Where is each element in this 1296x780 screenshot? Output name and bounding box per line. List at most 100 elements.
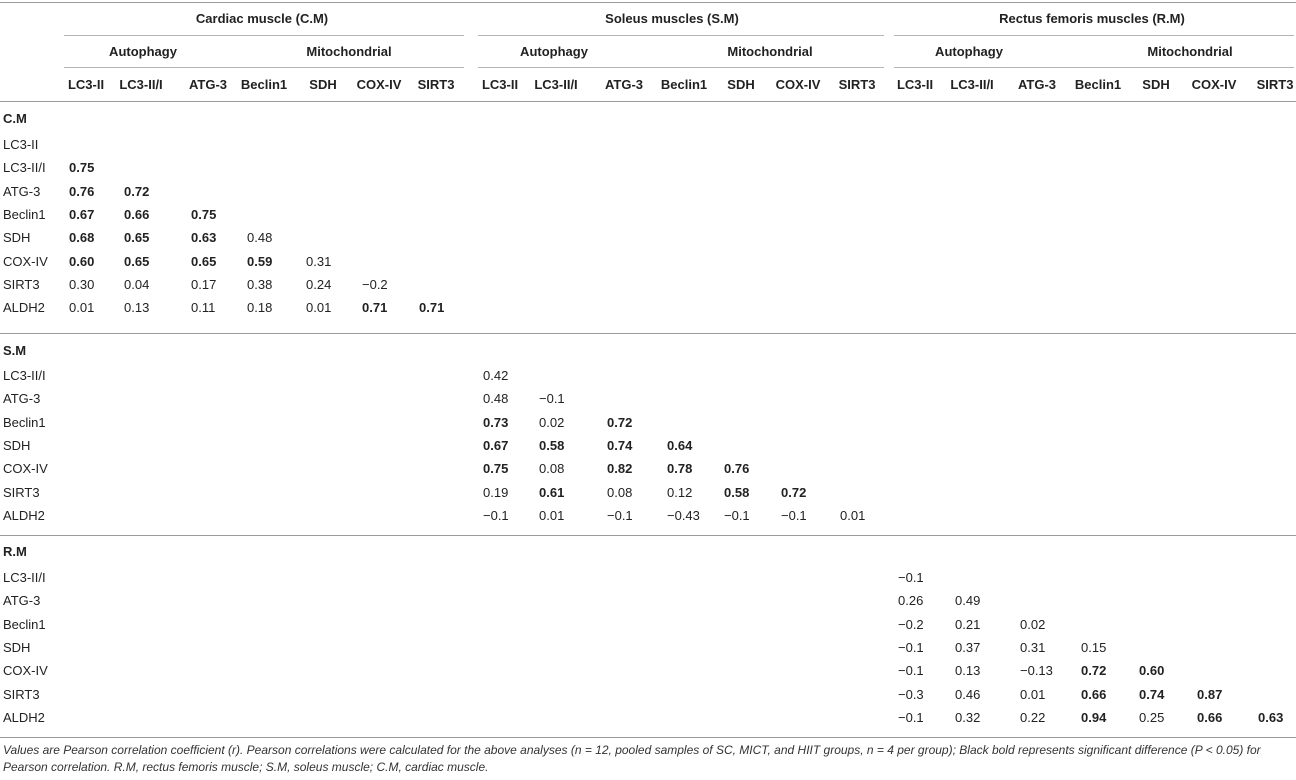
header-rule: [0, 101, 1296, 102]
correlation-value: 0.67: [483, 438, 509, 453]
correlation-value: 0.65: [124, 254, 150, 269]
row-label: ATG-3: [3, 184, 41, 199]
correlation-value: −0.13: [1020, 663, 1053, 678]
correlation-value: 0.94: [1081, 710, 1107, 725]
row-label: SIRT3: [3, 687, 40, 702]
row-label: ALDH2: [3, 710, 45, 725]
correlation-value: 0.87: [1197, 687, 1223, 702]
subgroup-mitochondrial: Mitochondrial: [727, 44, 813, 59]
correlation-value: 0.22: [1020, 710, 1046, 725]
column-header: LC3-II/I: [950, 77, 994, 92]
section-rule: [0, 333, 1296, 334]
row-label: ALDH2: [3, 508, 45, 523]
row-label: COX-IV: [3, 461, 48, 476]
group-title: Rectus femoris muscles (R.M): [999, 11, 1185, 26]
correlation-value: 0.63: [1258, 710, 1284, 725]
subgroup-underline: [478, 67, 884, 68]
column-header: LC3-II: [481, 77, 519, 92]
row-label: Beclin1: [3, 617, 46, 632]
correlation-value: −0.2: [362, 277, 388, 292]
correlation-value: 0.32: [955, 710, 981, 725]
subgroup-mitochondrial: Mitochondrial: [306, 44, 392, 59]
correlation-value: 0.02: [539, 415, 565, 430]
correlation-value: 0.66: [1197, 710, 1223, 725]
correlation-value: 0.65: [191, 254, 217, 269]
correlation-value: 0.82: [607, 461, 633, 476]
column-header: Beclin1: [1074, 77, 1122, 92]
correlation-value: 0.01: [840, 508, 866, 523]
row-label: LC3-II/I: [3, 160, 46, 175]
row-label: COX-IV: [3, 254, 48, 269]
column-header: ATG-3: [1017, 77, 1057, 92]
correlation-value: 0.58: [724, 485, 750, 500]
row-label: ATG-3: [3, 391, 41, 406]
correlation-value: 0.17: [191, 277, 217, 292]
correlation-value: 0.65: [124, 230, 150, 245]
correlation-value: −0.1: [898, 710, 924, 725]
correlation-value: 0.71: [362, 300, 388, 315]
column-header: COX-IV: [775, 77, 821, 92]
correlation-value: −0.1: [898, 640, 924, 655]
correlation-value: 0.72: [607, 415, 633, 430]
column-header: Beclin1: [240, 77, 288, 92]
correlation-value: 0.25: [1139, 710, 1165, 725]
row-label: COX-IV: [3, 663, 48, 678]
correlation-value: 0.68: [69, 230, 95, 245]
correlation-value: 0.24: [306, 277, 332, 292]
column-header: SDH: [727, 77, 755, 92]
correlation-value: 0.78: [667, 461, 693, 476]
correlation-value: 0.58: [539, 438, 565, 453]
column-header: ATG-3: [604, 77, 644, 92]
correlation-value: 0.64: [667, 438, 693, 453]
row-label: Beclin1: [3, 415, 46, 430]
column-header: COX-IV: [356, 77, 402, 92]
correlation-value: 0.31: [1020, 640, 1046, 655]
row-label: SDH: [3, 438, 31, 453]
row-label: SIRT3: [3, 277, 40, 292]
correlation-value: −0.1: [539, 391, 565, 406]
correlation-value: 0.30: [69, 277, 95, 292]
correlation-value: 0.67: [69, 207, 95, 222]
table-footnote: Values are Pearson correlation coefficie…: [3, 743, 1261, 774]
top-rule: [0, 2, 1296, 3]
correlation-value: 0.11: [191, 300, 216, 315]
correlation-value: −0.1: [483, 508, 509, 523]
group-title: Cardiac muscle (C.M): [195, 11, 329, 26]
correlation-value: 0.74: [607, 438, 633, 453]
correlation-value: 0.02: [1020, 617, 1046, 632]
correlation-value: 0.72: [781, 485, 807, 500]
correlation-value: 0.31: [306, 254, 332, 269]
correlation-value: 0.75: [69, 160, 95, 175]
correlation-value: 0.01: [539, 508, 565, 523]
correlation-value: −0.1: [898, 663, 924, 678]
section-label: S.M: [3, 343, 27, 358]
correlation-value: 0.15: [1081, 640, 1107, 655]
group-underline: [478, 35, 884, 36]
correlation-value: 0.18: [247, 300, 273, 315]
row-label: LC3-II/I: [3, 368, 46, 383]
correlation-value: 0.66: [124, 207, 150, 222]
correlation-value: −0.2: [898, 617, 924, 632]
column-header: SIRT3: [417, 77, 455, 92]
column-header: LC3-II: [896, 77, 934, 92]
row-label: LC3-II: [3, 137, 39, 152]
correlation-value: 0.01: [69, 300, 95, 315]
correlation-value: 0.61: [539, 485, 565, 500]
correlation-value: 0.46: [955, 687, 981, 702]
correlation-value: 0.19: [483, 485, 509, 500]
bottom-rule: [0, 737, 1296, 738]
row-label: SIRT3: [3, 485, 40, 500]
row-label: Beclin1: [3, 207, 46, 222]
correlation-value: 0.01: [306, 300, 332, 315]
section-label: C.M: [3, 111, 27, 126]
row-label: ALDH2: [3, 300, 45, 315]
section-label: R.M: [3, 544, 27, 559]
correlation-value: 0.63: [191, 230, 217, 245]
column-header: Beclin1: [660, 77, 708, 92]
row-label: SDH: [3, 230, 31, 245]
correlation-value: 0.12: [667, 485, 693, 500]
column-header: LC3-II/I: [119, 77, 163, 92]
subgroup-autophagy: Autophagy: [109, 44, 177, 59]
column-header: SDH: [1142, 77, 1170, 92]
column-header: COX-IV: [1191, 77, 1237, 92]
